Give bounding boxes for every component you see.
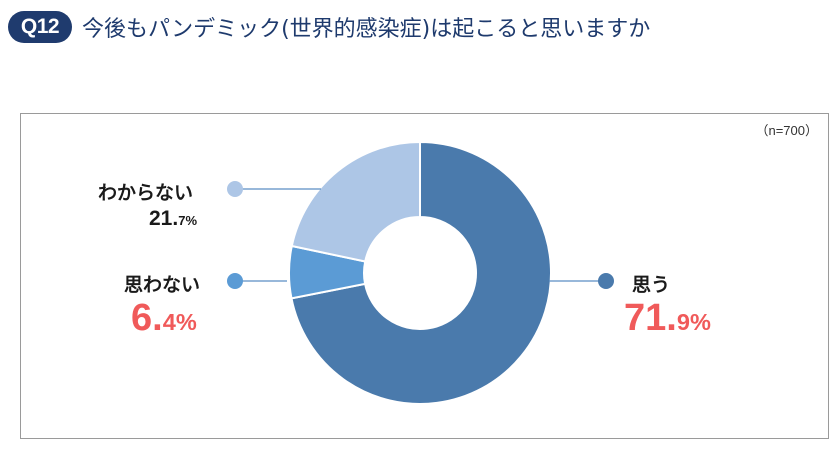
slice-value-yes: 71.9% [624,297,711,340]
slice-label-no: 思わない [124,274,201,296]
slice-value-yes-dec: 9 [676,309,690,335]
sample-size-label: （n=700） [755,123,818,138]
donut-chart [227,140,614,405]
slice-value-no-unit: % [175,309,197,335]
slice-value-yes-unit: % [689,309,711,335]
question-header: Q12 今後もパンデミック(世界的感染症)は起こると思いますか [8,10,650,44]
question-title: 今後もパンデミック(世界的感染症)は起こると思いますか [82,17,651,42]
slice-value-dontknow-dec: 7 [178,213,186,228]
slice-dontknow [290,140,421,263]
slice-yes [290,140,552,405]
slice-value-no-dec: 4 [162,309,176,335]
slice-value-dontknow-unit: % [185,213,198,228]
question-number-badge: Q12 [8,11,72,43]
leader-no-marker [227,273,243,289]
slice-value-dontknow: 21.7% [149,207,197,231]
slice-value-no-int: 6. [131,297,163,339]
slice-value-dontknow-int: 21. [149,207,179,230]
slice-label-yes: 思う [632,274,671,296]
slice-value-yes-int: 71. [624,297,677,339]
slice-label-dontknow: わからない [98,182,194,204]
leader-dontknow-marker [227,181,243,197]
slice-value-no: 6.4% [131,297,197,340]
leader-yes-marker [598,273,614,289]
chart-panel: （n=700） わからない 21.7% 思わない 6.4% 思う 71.9% [20,113,829,439]
